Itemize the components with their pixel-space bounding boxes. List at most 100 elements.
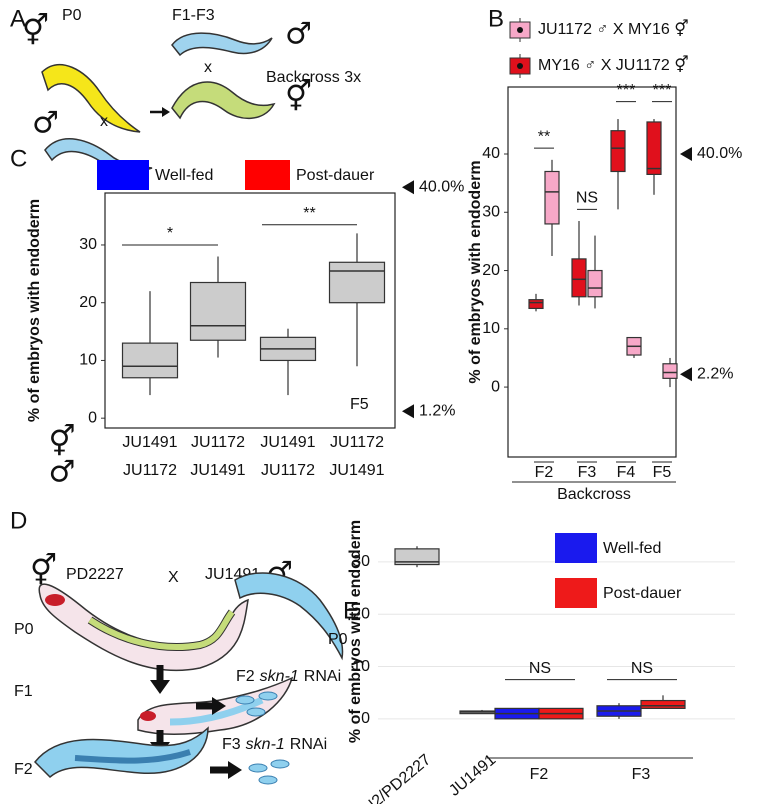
row-label: ♂	[49, 455, 76, 490]
label: P0	[14, 621, 34, 638]
label: F2 skn-1 RNAi	[236, 668, 341, 685]
panel-letter: C	[10, 145, 27, 172]
significance-label: **	[538, 128, 550, 145]
embryo	[235, 695, 255, 705]
plot-frame	[104, 192, 396, 429]
label: Backcross 3x	[266, 69, 361, 86]
reference-label: 2.2%	[697, 365, 733, 382]
panel-letter: A	[10, 5, 26, 32]
legend-label: Well-fed	[155, 167, 213, 184]
box	[544, 170, 560, 225]
legend-label: Post-dauer	[296, 167, 375, 184]
row-label: ⚥	[48, 424, 75, 460]
significance-label: *	[167, 225, 173, 242]
legend-dot	[517, 63, 523, 69]
x-tick-label: F3	[578, 464, 597, 481]
symbol: ♂	[32, 106, 59, 141]
y-tick-label: 30	[482, 203, 500, 220]
legend-label: MY16 ♂ X JU1172 ⚥	[538, 55, 689, 74]
worm	[33, 726, 209, 779]
reference-arrow	[402, 180, 414, 195]
label: RNAi	[290, 736, 327, 753]
y-tick-label: 0	[491, 378, 500, 395]
pharynx	[45, 594, 65, 606]
x-tick-label: N2/PD2227	[360, 751, 434, 804]
worm	[44, 138, 153, 172]
gonad	[74, 749, 191, 764]
legend-swatch	[97, 160, 149, 190]
x-tick-label: F4	[617, 464, 636, 481]
x-tick-label: F5	[653, 464, 672, 481]
label: F2	[14, 761, 33, 778]
reference-label: 1.2%	[419, 402, 455, 419]
x-tick-label: F2	[530, 766, 549, 783]
label: P0	[62, 7, 82, 24]
y-tick-label: 20	[482, 262, 500, 279]
y-tick-label: 10	[352, 658, 370, 675]
legend-label: JU1172 ♂ X MY16 ⚥	[538, 19, 689, 38]
arrow-head	[228, 761, 242, 779]
arrow-head	[212, 697, 226, 715]
y-tick-label: 0	[88, 409, 97, 426]
pharynx	[140, 711, 156, 721]
plot-frame	[507, 86, 677, 458]
symbol: ⚥	[30, 553, 57, 589]
legend-label: Well-fed	[603, 540, 661, 557]
x-tick-label: JU1172	[191, 434, 245, 451]
panel-letter: B	[488, 5, 504, 32]
significance-label: ***	[617, 82, 636, 99]
box	[121, 342, 179, 379]
symbol: ⚥	[22, 13, 49, 49]
gonad	[88, 610, 235, 650]
note: F5	[350, 396, 369, 413]
worm	[38, 583, 249, 672]
y-tick-label: 20	[352, 605, 370, 622]
box	[646, 121, 662, 176]
embryo	[270, 759, 290, 769]
legend-swatch	[245, 160, 290, 190]
box	[662, 363, 678, 379]
reference-arrow	[680, 147, 692, 162]
panel-a: A ⚥ P0 F1-F3 x ♂ x ♂ Backcross 3x ⚥	[10, 5, 361, 172]
label: F2	[236, 668, 255, 685]
panel-d: D ⚥ PD2227 X JU1491 ♂ P0 P0 F1 F2 skn-1 RN…	[10, 507, 348, 785]
symbol: ⚥	[285, 79, 312, 115]
embryo	[258, 691, 278, 701]
y-tick-label: 30	[79, 236, 97, 253]
reference-label: 40.0%	[419, 178, 464, 195]
worm	[234, 572, 344, 661]
cross: x	[204, 59, 212, 76]
label: skn-1	[260, 668, 299, 685]
box	[610, 130, 626, 173]
label: F1-F3	[172, 7, 215, 24]
x-tick-label: F2	[535, 464, 554, 481]
reference-label: 40.0%	[697, 145, 742, 162]
y-axis-label: % of embryos with endoderm	[26, 199, 43, 422]
symbol: ♂	[285, 17, 312, 52]
x-tick-label: F3	[632, 766, 651, 783]
x-tick-label: JU1172	[330, 434, 384, 451]
label: skn-1	[246, 736, 285, 753]
legend-swatch	[555, 578, 597, 608]
arrow-head	[162, 107, 170, 117]
legend-label: Post-dauer	[603, 585, 682, 602]
y-tick-label: 30	[352, 553, 370, 570]
box	[571, 258, 587, 298]
y-tick-label: 10	[79, 352, 97, 369]
label: F3	[222, 736, 241, 753]
worm	[171, 81, 276, 120]
panel-letter: D	[10, 507, 27, 534]
reference-arrow	[402, 404, 414, 419]
x-tick-label: JU1172	[123, 462, 177, 479]
box	[528, 299, 544, 310]
box	[587, 269, 603, 298]
significance-label: NS	[576, 190, 598, 207]
y-tick-label: 40	[482, 145, 500, 162]
gonad	[169, 696, 264, 726]
worm	[41, 63, 141, 133]
y-axis-label: % of embryos with endoderm	[467, 160, 484, 383]
legend-dot	[517, 27, 523, 33]
significance-label: **	[303, 205, 315, 222]
legend-swatch	[555, 533, 597, 563]
